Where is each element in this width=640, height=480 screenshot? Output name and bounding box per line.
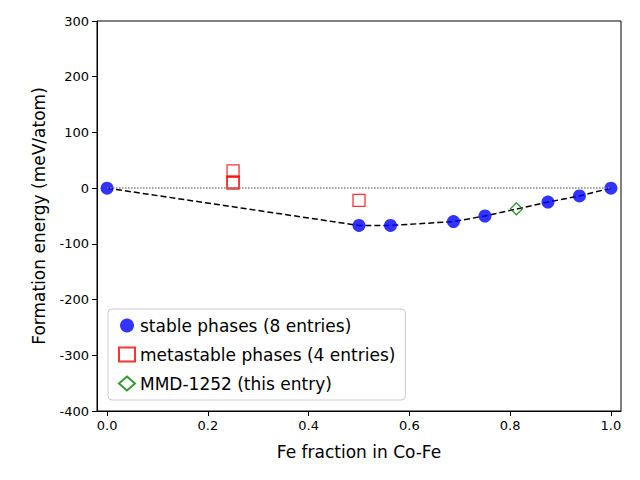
- svg-text:300: 300: [64, 14, 89, 29]
- svg-text:100: 100: [64, 125, 89, 140]
- svg-text:0: 0: [81, 181, 89, 196]
- svg-text:-100: -100: [59, 236, 89, 251]
- svg-text:0.2: 0.2: [198, 418, 219, 433]
- svg-text:-200: -200: [59, 292, 89, 307]
- svg-text:0.8: 0.8: [500, 418, 521, 433]
- svg-text:stable phases (8 entries): stable phases (8 entries): [140, 316, 351, 336]
- svg-text:1.0: 1.0: [601, 418, 622, 433]
- svg-text:-400: -400: [59, 404, 89, 419]
- svg-text:Fe fraction in Co-Fe: Fe fraction in Co-Fe: [277, 442, 441, 462]
- svg-text:MMD-1252 (this entry): MMD-1252 (this entry): [140, 374, 332, 394]
- svg-text:-300: -300: [59, 348, 89, 363]
- svg-text:Formation energy (meV/atom): Formation energy (meV/atom): [29, 87, 49, 345]
- svg-text:0.6: 0.6: [399, 418, 420, 433]
- svg-text:metastable phases (4 entries): metastable phases (4 entries): [140, 345, 395, 365]
- svg-text:0.0: 0.0: [97, 418, 118, 433]
- svg-text:0.4: 0.4: [298, 418, 319, 433]
- svg-text:200: 200: [64, 69, 89, 84]
